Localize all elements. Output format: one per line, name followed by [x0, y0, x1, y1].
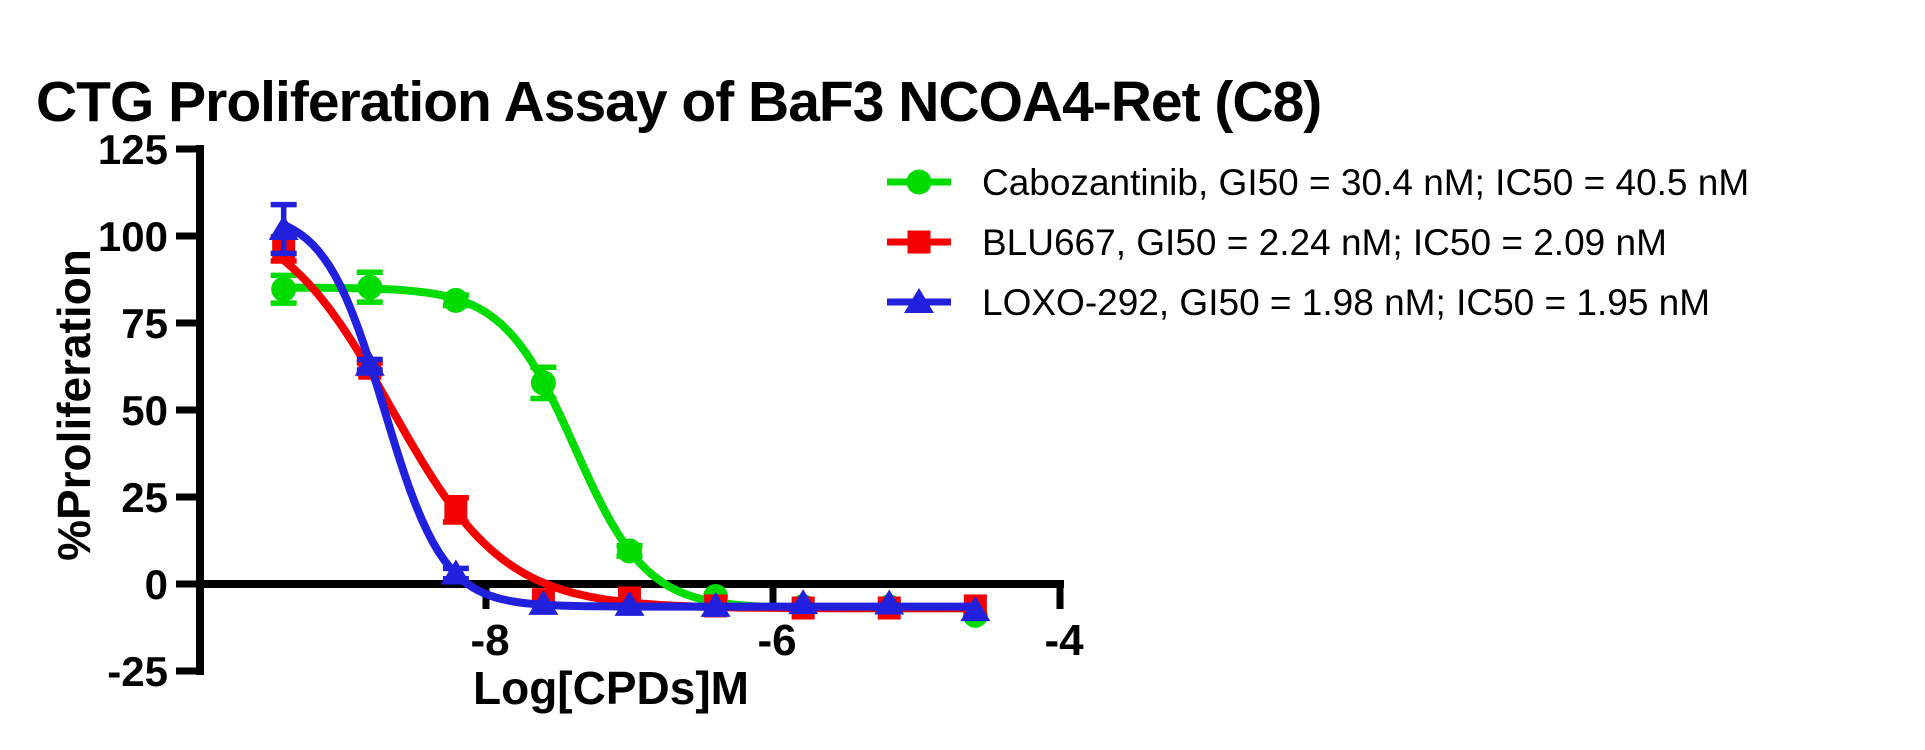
data-points	[268, 215, 991, 622]
legend-item-cabozantinib: Cabozantinib, GI50 = 30.4 nM; IC50 = 40.…	[886, 161, 1749, 203]
legend-label: BLU667, GI50 = 2.24 nM; IC50 = 2.09 nM	[982, 221, 1667, 263]
x-tick-label: -8	[470, 616, 509, 665]
x-tick-label: -6	[757, 616, 796, 665]
y-tick-label: 25	[121, 474, 168, 521]
tick-labels: 125 100 75 50 25 0 -25 -8 -6 -4	[98, 126, 1084, 695]
y-tick-label: 50	[121, 387, 168, 434]
x-tick-label: -4	[1044, 616, 1084, 665]
y-tick-label: 125	[98, 126, 168, 173]
data-points	[271, 274, 988, 628]
legend-item-loxo292: LOXO-292, GI50 = 1.98 nM; IC50 = 1.95 nM	[886, 281, 1749, 323]
square-marker-icon	[887, 230, 951, 254]
triangle-marker-icon	[887, 288, 951, 313]
legend-label: Cabozantinib, GI50 = 30.4 nM; IC50 = 40.…	[982, 161, 1750, 203]
legend-label: LOXO-292, GI50 = 1.98 nM; IC50 = 1.95 nM	[982, 281, 1711, 323]
legend-item-blu667: BLU667, GI50 = 2.24 nM; IC50 = 2.09 nM	[886, 221, 1749, 263]
y-tick-label: -25	[107, 648, 168, 695]
x-axis-title: Log[CPDs]M	[473, 662, 749, 714]
series-loxo-292	[268, 201, 991, 622]
legend: Cabozantinib, GI50 = 30.4 nM; IC50 = 40.…	[886, 161, 1749, 341]
circle-marker-icon	[887, 169, 951, 195]
y-tick-label: 100	[98, 213, 168, 260]
y-tick-label: 75	[121, 300, 168, 347]
y-tick-label: 0	[145, 561, 168, 608]
chart-title: CTG Proliferation Assay of BaF3 NCOA4-Re…	[36, 70, 1322, 135]
series-cabozantinib	[270, 269, 988, 628]
